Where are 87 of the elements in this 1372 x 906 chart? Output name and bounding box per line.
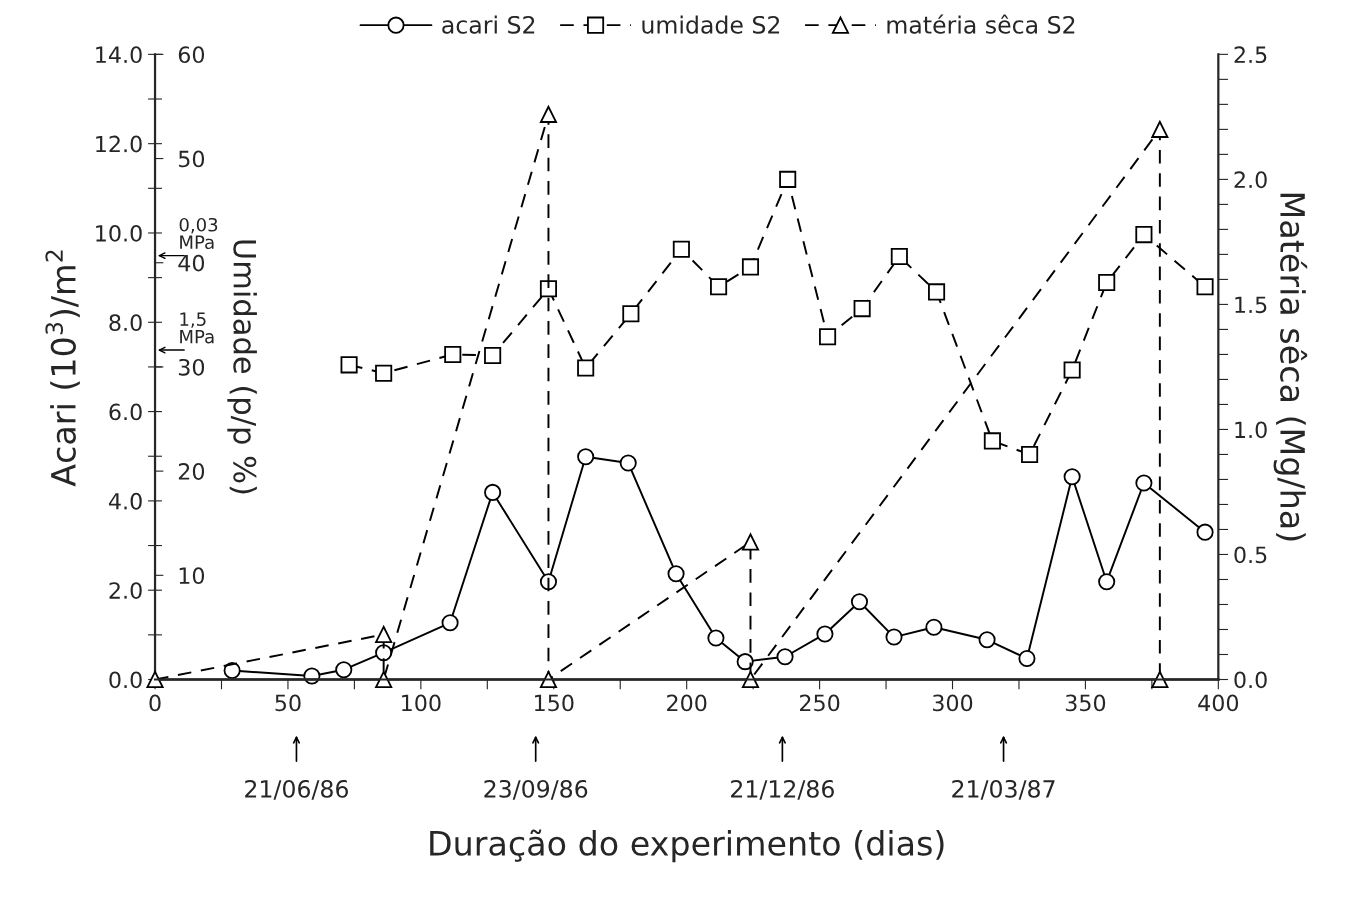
y2-tick-label: 50 (178, 150, 205, 168)
point (741, 533, 760, 551)
y-axis-title: Acari (10$^{3}$)/m$^{2}$ (45, 250, 80, 487)
y-tick-label: 8.0 (109, 314, 142, 332)
point (441, 614, 459, 632)
y3-tick-label: 2.5 (1234, 46, 1267, 64)
point (335, 661, 353, 679)
y2-tick-label: 30 (178, 358, 205, 376)
point (890, 247, 908, 266)
y3-tick-label: 0.5 (1234, 546, 1267, 564)
point (1021, 445, 1039, 463)
legend-label: umidade S2 (642, 15, 780, 34)
point (1063, 361, 1081, 379)
point (978, 631, 996, 649)
x-tick-label: 200 (667, 694, 707, 712)
point (1063, 468, 1081, 486)
point (1196, 278, 1214, 296)
y3-tick-label: 2.0 (1234, 171, 1267, 189)
x-tick-label: 400 (1198, 694, 1239, 712)
x-tick-label: 0 (149, 694, 161, 712)
point (1098, 573, 1116, 591)
point (707, 629, 725, 647)
point (577, 359, 595, 377)
annotation: 1,5 MPa (180, 312, 214, 344)
legend-label: acari S2 (442, 15, 535, 34)
y-tick-label: 14.0 (96, 46, 142, 64)
y-tick-label: 6.0 (109, 403, 142, 421)
point (885, 628, 903, 646)
y-tick-label: 0.0 (109, 671, 142, 689)
x-tick-label: 150 (535, 694, 574, 712)
y2-axis-title: Umidade (p/p %) (227, 240, 257, 494)
x-axis-title: Duração do experimento (dias) (430, 829, 944, 863)
text: 23/09/86 (484, 779, 588, 800)
point (340, 356, 358, 374)
text: 21/12/86 (731, 779, 834, 800)
x-tick-label: 100 (402, 694, 441, 712)
point (484, 346, 502, 365)
point (444, 345, 462, 363)
point (925, 618, 943, 636)
point (667, 565, 685, 583)
point (710, 278, 728, 296)
point (819, 328, 837, 346)
legend-label: matéria sêca S2 (887, 14, 1075, 34)
point (816, 625, 834, 643)
point (741, 258, 760, 276)
point (928, 283, 946, 301)
annotation: 0,03 MPa (179, 217, 218, 250)
point (1135, 226, 1153, 244)
text: 21/06/86 (245, 779, 348, 800)
point (672, 240, 690, 258)
y3-tick-label: 1.5 (1235, 296, 1267, 314)
point (1196, 523, 1214, 541)
point (375, 364, 393, 382)
point (1135, 474, 1153, 492)
y3-tick-label: 1.0 (1235, 421, 1267, 439)
y-tick-label: 4.0 (108, 492, 142, 510)
y2-tick-label: 20 (178, 463, 205, 480)
y-tick-label: 12.0 (96, 135, 142, 153)
point (539, 105, 558, 123)
point (539, 280, 558, 298)
point (853, 300, 871, 318)
point (484, 483, 502, 501)
x-tick-label: 50 (275, 694, 301, 712)
x-tick-label: 250 (800, 694, 840, 712)
text: 21/03/87 (952, 779, 1055, 800)
point (619, 454, 637, 472)
point (1151, 120, 1169, 138)
point (577, 448, 595, 466)
point (736, 653, 754, 671)
point (1018, 649, 1036, 668)
point (983, 432, 1001, 450)
point (622, 305, 640, 323)
x-tick-label: 300 (933, 694, 973, 712)
point (779, 170, 797, 188)
point (776, 648, 794, 666)
y3-tick-label: 0.0 (1234, 671, 1267, 689)
y-tick-label: 2.0 (109, 582, 142, 599)
point (146, 670, 164, 689)
y3-axis-title: Matéria sêca (Mg/ha) (1273, 193, 1308, 541)
point (375, 625, 393, 644)
y-tick-label: 10.0 (96, 224, 142, 242)
y2-tick-label: 10 (179, 567, 205, 585)
y2-tick-label: 40 (178, 254, 205, 272)
x-tick-label: 350 (1065, 694, 1106, 712)
point (850, 593, 869, 611)
y2-tick-label: 60 (178, 46, 205, 64)
point (1098, 273, 1116, 292)
